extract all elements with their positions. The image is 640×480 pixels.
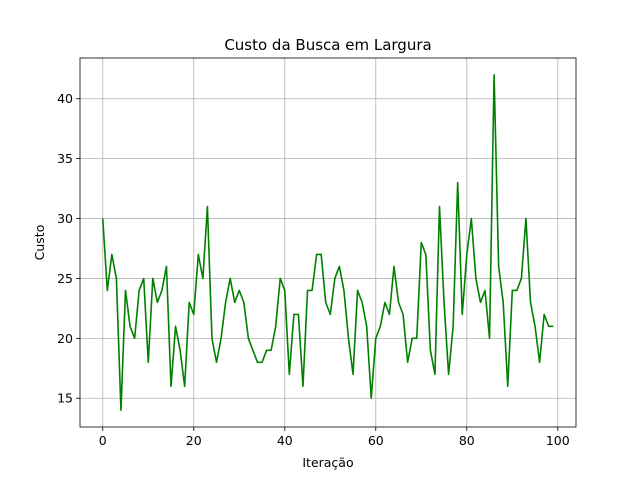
y-tick-label: 20 xyxy=(57,331,73,346)
y-tick-label: 25 xyxy=(57,271,73,286)
y-tick-label: 35 xyxy=(57,151,73,166)
y-tick-label: 40 xyxy=(57,91,73,106)
axis-ticks: 0 20 40 60 80 100 15 20 25 30 35 40 xyxy=(57,91,570,448)
x-axis-label: Iteração xyxy=(302,455,353,470)
y-tick-label: 30 xyxy=(57,211,73,226)
y-tick-label: 15 xyxy=(57,391,73,406)
y-axis-label: Custo xyxy=(32,225,47,261)
x-tick-label: 40 xyxy=(277,433,293,448)
x-tick-label: 0 xyxy=(99,433,107,448)
x-tick-label: 80 xyxy=(459,433,475,448)
x-tick-label: 100 xyxy=(546,433,570,448)
series-line xyxy=(101,73,554,412)
x-tick-label: 60 xyxy=(368,433,384,448)
chart-title: Custo da Busca em Largura xyxy=(224,36,431,54)
grid xyxy=(80,58,576,427)
plot-area-frame xyxy=(79,57,577,428)
x-tick-label: 20 xyxy=(186,433,202,448)
